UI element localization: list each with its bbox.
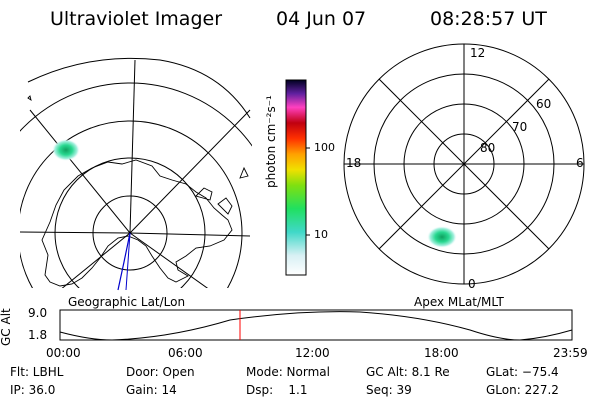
- meridian-4: [129, 232, 251, 237]
- time-tick-0000: 00:00: [46, 346, 81, 360]
- coastline: [27, 95, 249, 287]
- aurora-spot-geographic: [52, 139, 80, 161]
- lat-circle-50: [20, 82, 252, 147]
- status-gc-alt: GC Alt: 8.1 Re: [366, 365, 450, 379]
- meridian-3: [29, 109, 131, 234]
- altitude-plot-frame: [59, 309, 573, 341]
- lat-circle-60: [20, 120, 243, 288]
- status-seq: Seq: 39: [366, 383, 412, 397]
- meridian-5: [20, 231, 131, 234]
- status-glat: GLat: −75.4: [486, 365, 559, 379]
- status-gain: Gain: 14: [126, 383, 177, 397]
- outer-arc: [27, 57, 251, 119]
- aurora-spot-magnetic: [427, 226, 457, 248]
- altitude-axis-label: GC Alt: [0, 308, 13, 346]
- time-tick-1200: 12:00: [295, 346, 330, 360]
- meridian-1: [129, 59, 136, 234]
- mlat-label-60: 60: [536, 97, 552, 111]
- altitude-curve: [59, 311, 573, 341]
- mlt-label-0: 0: [468, 277, 476, 291]
- lat-circle-70: [54, 157, 206, 288]
- mlt-label-18: 18: [346, 156, 362, 170]
- geographic-map: [20, 57, 252, 291]
- status-mode: Mode: Normal: [246, 365, 330, 379]
- altitude-tick-high: 9.0: [28, 306, 48, 320]
- magnetic-polar-plot: [343, 43, 585, 285]
- mlt-label-6: 6: [576, 156, 584, 170]
- image-date: 04 Jun 07: [276, 8, 367, 30]
- status-door: Door: Open: [126, 365, 195, 379]
- colorbar-tick-100: 100: [314, 141, 335, 154]
- satellite-ground-track: [117, 232, 131, 291]
- time-tick-0600: 06:00: [168, 346, 203, 360]
- satellite-ground-track-2: [125, 232, 131, 291]
- colorbar-label: photon cm⁻²s⁻¹: [264, 95, 278, 188]
- mlt-label-12: 12: [470, 46, 486, 60]
- time-tick-1800: 18:00: [424, 346, 459, 360]
- left-map-caption: Geographic Lat/Lon: [68, 295, 186, 309]
- right-map-caption: Apex MLat/MLT: [414, 295, 504, 309]
- colorbar: [285, 79, 310, 276]
- status-dsp: Dsp: 1.1: [246, 383, 308, 397]
- time-tick-2359: 23:59: [553, 346, 588, 360]
- meridian-7: [129, 232, 209, 288]
- status-filter: Flt: LBHL: [10, 365, 64, 379]
- colorbar-tick-10: 10: [314, 228, 328, 241]
- mlat-label-70: 70: [512, 120, 528, 134]
- mlat-label-80: 80: [480, 141, 496, 155]
- image-time: 08:28:57 UT: [430, 8, 547, 30]
- instrument-title: Ultraviolet Imager: [50, 8, 223, 30]
- altitude-plot: [59, 309, 573, 341]
- meridian-6: [61, 232, 131, 288]
- altitude-tick-low: 1.8: [28, 328, 48, 342]
- status-ip: IP: 36.0: [10, 383, 56, 397]
- status-glon: GLon: 227.2: [486, 383, 559, 397]
- meridian-2: [129, 109, 251, 234]
